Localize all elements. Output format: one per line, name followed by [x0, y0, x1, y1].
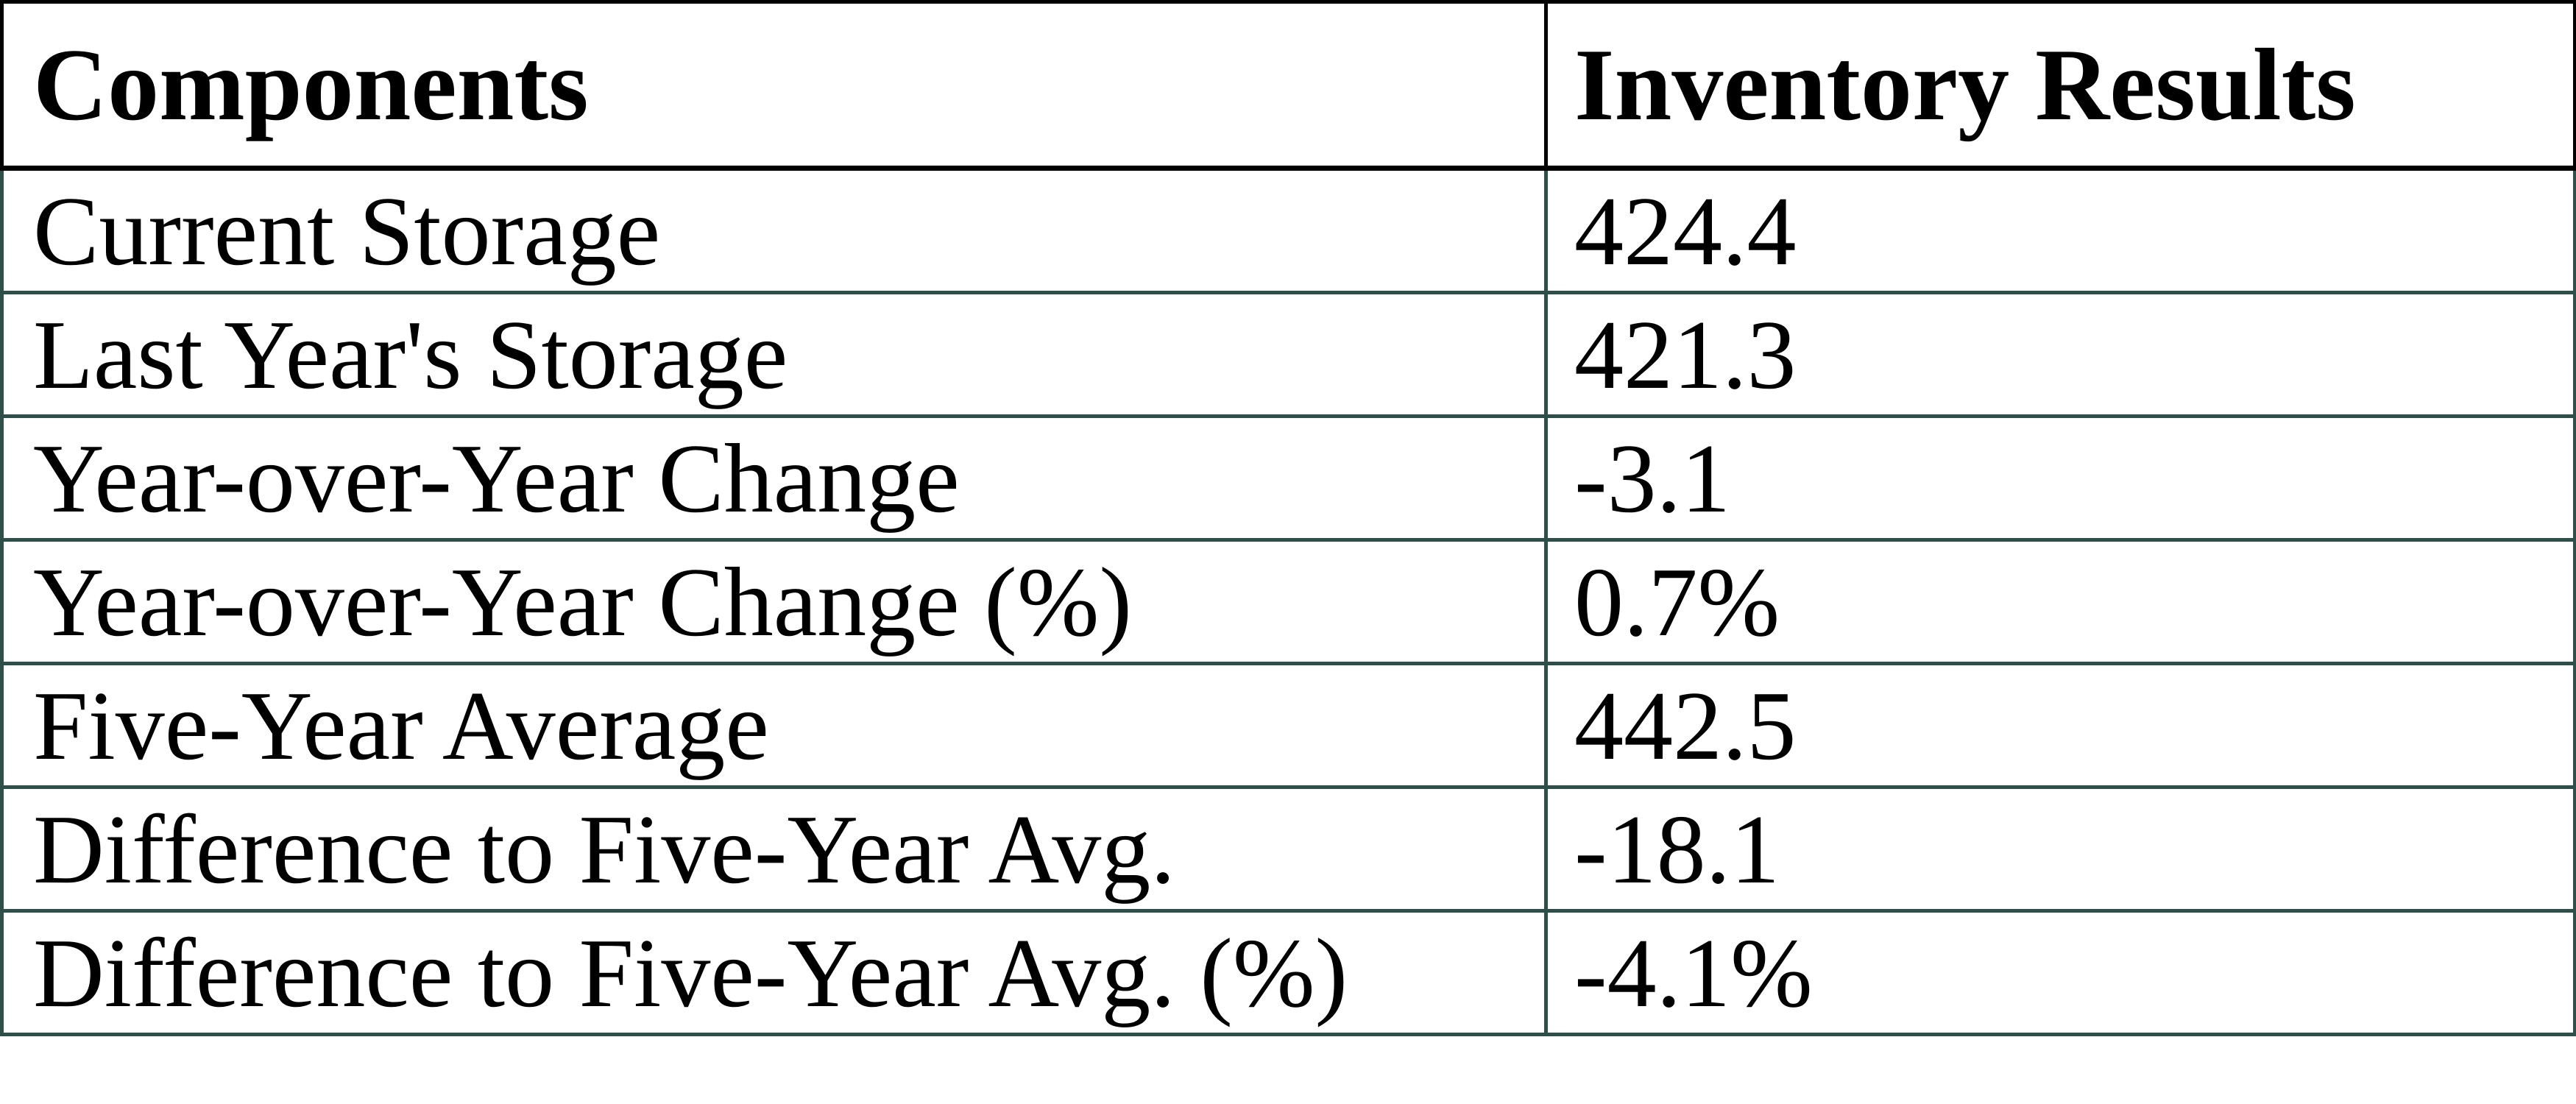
table-row: Difference to Five-Year Avg. (%) -4.1% — [0, 909, 2576, 1036]
table-row: Difference to Five-Year Avg. -18.1 — [0, 785, 2576, 913]
table-row: Last Year's Storage 421.3 — [0, 291, 2576, 418]
table-body: Current Storage 424.4 Last Year's Storag… — [0, 166, 2576, 1036]
component-name-cell: Five-Year Average — [0, 662, 1548, 789]
inventory-value-cell: 421.3 — [1544, 291, 2576, 418]
component-name-cell: Year-over-Year Change — [0, 414, 1548, 542]
inventory-value-cell: -3.1 — [1544, 414, 2576, 542]
table-row: Year-over-Year Change (%) 0.7% — [0, 538, 2576, 665]
inventory-table: Components Inventory Results Current Sto… — [0, 0, 2576, 1036]
component-name-cell: Current Storage — [0, 166, 1548, 294]
component-name-cell: Last Year's Storage — [0, 291, 1548, 418]
inventory-value-cell: -4.1% — [1544, 909, 2576, 1036]
header-cell-inventory-results: Inventory Results — [1544, 0, 2576, 171]
component-name-cell: Difference to Five-Year Avg. — [0, 785, 1548, 913]
table-row: Year-over-Year Change -3.1 — [0, 414, 2576, 542]
inventory-value-cell: 442.5 — [1544, 662, 2576, 789]
table-header: Components Inventory Results — [0, 0, 2576, 171]
inventory-value-cell: -18.1 — [1544, 785, 2576, 913]
header-row: Components Inventory Results — [0, 0, 2576, 171]
table-row: Five-Year Average 442.5 — [0, 662, 2576, 789]
component-name-cell: Year-over-Year Change (%) — [0, 538, 1548, 665]
header-cell-components: Components — [0, 0, 1548, 171]
table-row: Current Storage 424.4 — [0, 166, 2576, 294]
inventory-value-cell: 424.4 — [1544, 166, 2576, 294]
component-name-cell: Difference to Five-Year Avg. (%) — [0, 909, 1548, 1036]
inventory-value-cell: 0.7% — [1544, 538, 2576, 665]
